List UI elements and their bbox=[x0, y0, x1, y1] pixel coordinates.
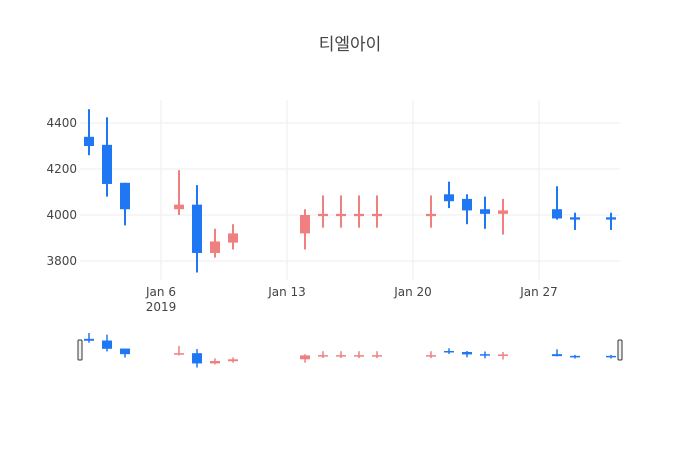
candle[interactable] bbox=[498, 198, 508, 235]
mini-candle-body bbox=[84, 338, 94, 341]
mini-candle-body bbox=[498, 354, 508, 356]
candle[interactable] bbox=[174, 170, 184, 215]
candle[interactable] bbox=[462, 194, 472, 225]
mini-candle-body bbox=[210, 360, 220, 364]
mini-candle-body bbox=[426, 355, 436, 357]
range-slider-left-handle[interactable] bbox=[77, 339, 83, 361]
mini-candle-body bbox=[174, 353, 184, 355]
mini-candle-body bbox=[552, 354, 562, 357]
candle[interactable] bbox=[210, 228, 220, 258]
mini-candle-body bbox=[462, 351, 472, 355]
candle-body bbox=[192, 204, 202, 253]
mini-candle-body bbox=[336, 355, 346, 357]
x-tick-label: Jan 13 bbox=[267, 285, 306, 299]
candle-body bbox=[570, 217, 580, 220]
candle[interactable] bbox=[120, 182, 130, 226]
candle-body bbox=[552, 209, 562, 219]
candle[interactable] bbox=[318, 195, 328, 228]
grid-lines bbox=[80, 100, 620, 280]
mini-candle-body bbox=[444, 351, 454, 353]
candle-body bbox=[300, 215, 310, 234]
x-tick-label: Jan 20 bbox=[393, 285, 432, 299]
candle-body bbox=[354, 213, 364, 217]
y-tick-label: 3800 bbox=[46, 254, 77, 268]
y-axis: 3800 4000 4200 4400 bbox=[46, 116, 77, 268]
mini-candle-body bbox=[228, 359, 238, 362]
mini-candle-body bbox=[354, 355, 364, 357]
candle[interactable] bbox=[192, 185, 202, 273]
mini-candle-body bbox=[606, 355, 616, 358]
candle[interactable] bbox=[426, 195, 436, 228]
candle-body bbox=[426, 213, 436, 217]
candle[interactable] bbox=[102, 117, 112, 197]
candle-body bbox=[318, 213, 328, 217]
candle-body bbox=[228, 233, 238, 243]
candle[interactable] bbox=[372, 195, 382, 228]
mini-candle-body bbox=[300, 355, 310, 360]
mini-candle-body bbox=[318, 355, 328, 357]
candle[interactable] bbox=[444, 181, 454, 209]
candles-main[interactable] bbox=[84, 109, 616, 273]
mini-candle-body bbox=[120, 348, 130, 355]
candle-body bbox=[606, 217, 616, 220]
candle-body bbox=[480, 209, 490, 214]
candle[interactable] bbox=[570, 212, 580, 230]
x-tick-year-label: 2019 bbox=[146, 300, 177, 314]
chart-title: 티엘아이 bbox=[318, 35, 382, 55]
range-slider[interactable] bbox=[77, 332, 623, 368]
candle[interactable] bbox=[480, 196, 490, 229]
candle-body bbox=[210, 241, 220, 253]
candle-body bbox=[102, 144, 112, 184]
x-tick-label: Jan 27 bbox=[519, 285, 558, 299]
candle[interactable] bbox=[354, 195, 364, 228]
candle[interactable] bbox=[84, 109, 94, 156]
candle-body bbox=[120, 182, 130, 210]
range-slider-candles bbox=[84, 332, 616, 368]
candle[interactable] bbox=[336, 195, 346, 228]
candle-body bbox=[372, 213, 382, 217]
mini-candle-body bbox=[570, 355, 580, 358]
x-tick-label: Jan 6 bbox=[145, 285, 176, 299]
y-tick-label: 4200 bbox=[46, 162, 77, 176]
mini-candle-body bbox=[102, 340, 112, 349]
range-slider-right-handle[interactable] bbox=[617, 339, 623, 361]
candle-body bbox=[444, 194, 454, 202]
candle-body bbox=[336, 213, 346, 217]
candle-body bbox=[84, 136, 94, 146]
mini-candle-body bbox=[480, 354, 490, 356]
mini-candle-body bbox=[192, 353, 202, 364]
candle[interactable] bbox=[228, 224, 238, 250]
y-tick-label: 4400 bbox=[46, 116, 77, 130]
y-tick-label: 4000 bbox=[46, 208, 77, 222]
candle[interactable] bbox=[606, 212, 616, 230]
candle-body bbox=[174, 204, 184, 210]
candle[interactable] bbox=[552, 186, 562, 220]
candle[interactable] bbox=[300, 209, 310, 250]
candle-body bbox=[498, 210, 508, 214]
candle-body bbox=[462, 198, 472, 211]
mini-candle-body bbox=[372, 355, 382, 357]
